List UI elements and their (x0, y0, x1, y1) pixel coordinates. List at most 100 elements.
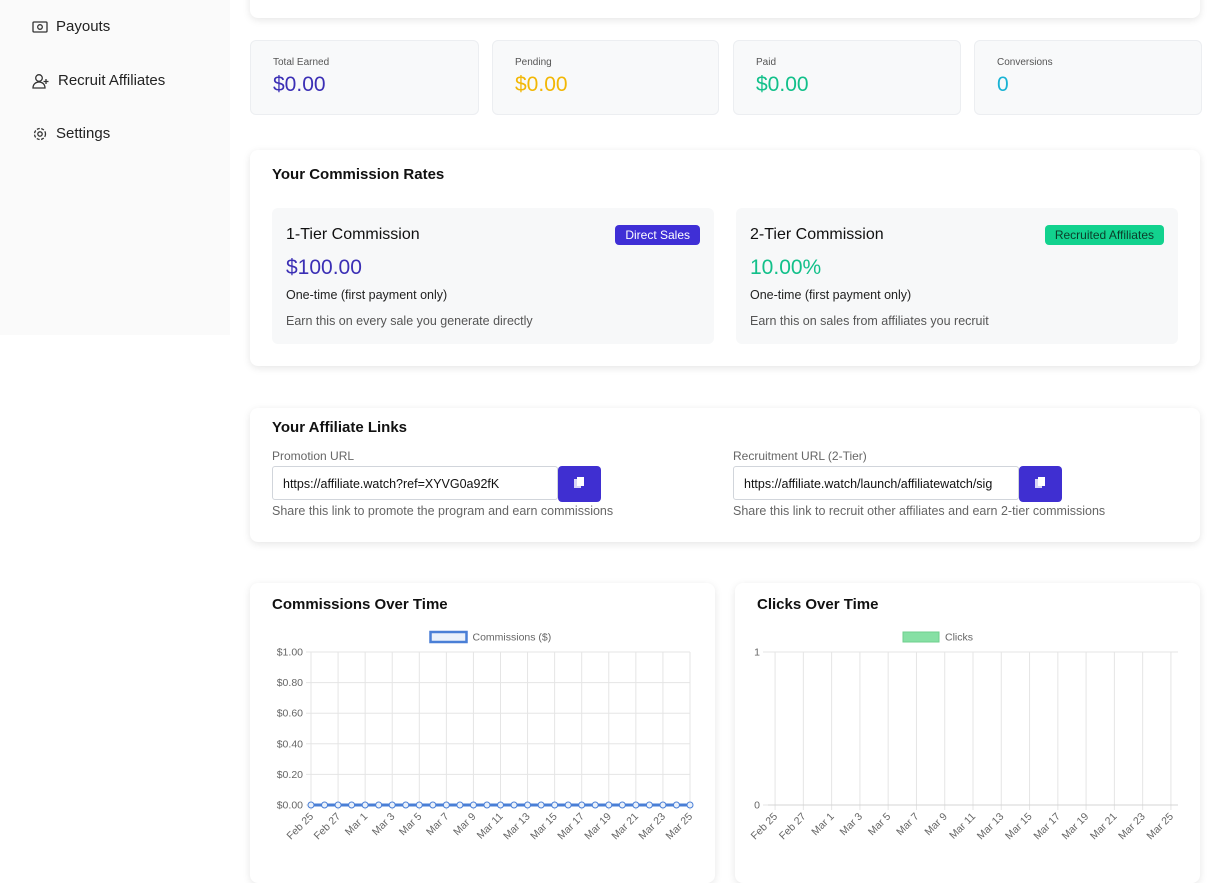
top-card (250, 0, 1200, 18)
x-tick-label: Mar 25 (664, 811, 696, 843)
point (672, 801, 680, 809)
tier-frequency: One-time (first payment only) (286, 288, 448, 302)
nav-label: Settings (56, 125, 111, 142)
x-tick-label: Mar 11 (475, 811, 506, 842)
copy-button[interactable] (1019, 466, 1062, 502)
tier-frequency: One-time (first payment only) (750, 288, 912, 302)
nav-item[interactable]: Recruit Affiliates (32, 72, 165, 89)
legend-swatch (902, 631, 940, 643)
copy-icon (1035, 477, 1045, 488)
point (442, 801, 450, 809)
x-tick-label: Feb 27 (312, 811, 344, 843)
x-tick-label: Mar 19 (1060, 811, 1092, 843)
y-tick-label: $0.20 (277, 769, 303, 781)
x-tick-label: Feb 25 (749, 811, 781, 843)
tier-name: 2-Tier Commission (750, 226, 884, 243)
stat-value: 0 (997, 73, 1009, 96)
point (469, 801, 477, 809)
badge: Direct Sales (615, 225, 700, 245)
tier-card: 1-Tier Commission Direct Sales $100.00 O… (272, 208, 714, 344)
x-tick-label: Mar 3 (838, 811, 866, 839)
x-tick-label: Mar 23 (1116, 811, 1148, 843)
section-title: Your Affiliate Links (272, 419, 408, 436)
stat-card: Pending $0.00 (492, 40, 719, 115)
x-tick-label: Mar 25 (1144, 811, 1176, 843)
badge: Recruited Affiliates (1044, 225, 1164, 245)
x-tick-label: Mar 5 (866, 811, 894, 839)
link-input[interactable]: https://affiliate.watch/launch/affiliate… (733, 466, 1019, 500)
x-tick-label: Mar 11 (947, 811, 978, 842)
x-tick-label: Mar 7 (894, 811, 922, 839)
x-tick-label: Mar 7 (424, 811, 452, 839)
stat-label: Conversions (997, 57, 1053, 68)
chart-title: Clicks Over Time (757, 596, 879, 613)
point (645, 801, 653, 809)
link-input[interactable]: https://affiliate.watch?ref=XYVG0a92fK (272, 466, 558, 500)
point (497, 801, 504, 809)
tier-card: 2-Tier Commission Recruited Affiliates 1… (736, 208, 1178, 344)
point (551, 801, 559, 809)
stat-value: $0.00 (515, 73, 568, 96)
link-label: Promotion URL (272, 449, 355, 463)
point (659, 801, 667, 809)
tier-description: Earn this on every sale you generate dir… (286, 314, 533, 328)
point (307, 801, 315, 809)
point (415, 801, 423, 809)
stat-label: Paid (756, 57, 777, 68)
point (321, 801, 329, 809)
chart-card: Clicks Over Time 0 1 Feb 25 Feb 27 Mar 1 Mar … (735, 583, 1200, 883)
x-tick-label: Mar 9 (922, 811, 950, 839)
point (537, 801, 545, 809)
links-card: Your Affiliate Links Promotion URL https… (250, 408, 1200, 542)
point (402, 801, 410, 809)
x-tick-label: Mar 15 (528, 811, 560, 843)
tier-rate: $100.00 (286, 256, 362, 279)
link-help: Share this link to recruit other affilia… (733, 504, 1106, 518)
y-tick-label: $1.00 (277, 647, 303, 659)
point (429, 801, 437, 809)
tier-rate: 10.00% (750, 256, 822, 279)
x-tick-label: Mar 17 (1031, 811, 1063, 843)
y-tick-label: $0.60 (277, 708, 303, 720)
link-label: Recruitment URL (2-Tier) (733, 449, 867, 463)
copy-button[interactable] (558, 466, 601, 502)
point (456, 801, 464, 809)
point (605, 801, 613, 809)
legend-label: Commissions ($) (473, 632, 552, 644)
x-tick-label: Mar 1 (343, 811, 371, 839)
x-tick-label: Mar 15 (1003, 811, 1035, 843)
icon (32, 73, 49, 89)
point (578, 801, 586, 809)
nav-label: Payouts (56, 18, 111, 35)
x-tick-label: Mar 23 (636, 811, 668, 843)
x-tick-label: Mar 13 (501, 811, 533, 843)
stat-card: Total Earned $0.00 (250, 40, 479, 115)
point (348, 801, 356, 809)
x-tick-label: Mar 13 (975, 811, 1007, 843)
icon (33, 127, 47, 140)
stat-card: Conversions 0 (974, 40, 1202, 115)
chart-card: Commissions Over Time $0.00 $0.20 $0.40 $0.… (250, 583, 715, 883)
nav-item[interactable]: Settings (32, 125, 110, 142)
stat-value: $0.00 (273, 73, 326, 96)
nav-label: Recruit Affiliates (58, 72, 166, 89)
point (375, 801, 383, 809)
legend-label: Clicks (945, 632, 973, 644)
point (388, 801, 396, 809)
point (334, 801, 342, 809)
stat-label: Total Earned (273, 57, 330, 68)
legend-swatch (429, 630, 468, 644)
chart: $0.00 $0.20 $0.40 $0.60 $0.80 $1.00 Feb 25Feb … (277, 630, 696, 843)
y-tick-label: 1 (754, 647, 760, 659)
chart-title: Commissions Over Time (272, 596, 448, 613)
x-tick-label: Feb 25 (285, 811, 317, 843)
point (618, 801, 626, 809)
copy-icon (574, 477, 584, 488)
x-tick-label: Mar 21 (609, 811, 641, 843)
nav-item[interactable]: Payouts (32, 18, 110, 35)
point (361, 801, 369, 809)
y-tick-label: $0.80 (277, 677, 303, 689)
stat-value: $0.00 (756, 73, 809, 96)
x-tick-label: Mar 5 (397, 811, 425, 839)
